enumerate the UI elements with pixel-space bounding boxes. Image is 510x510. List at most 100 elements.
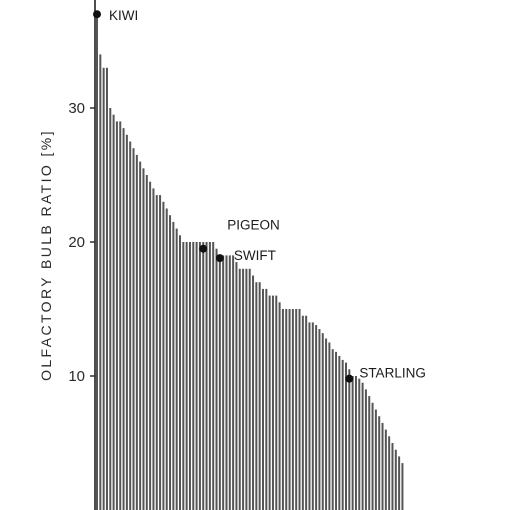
bar xyxy=(265,288,268,510)
bar xyxy=(228,255,231,510)
bar xyxy=(245,268,248,510)
bar xyxy=(215,248,218,510)
annotation-label: KIWI xyxy=(109,8,138,23)
bar xyxy=(255,282,258,510)
bar xyxy=(162,201,165,510)
bar xyxy=(271,295,274,510)
bar xyxy=(109,108,112,510)
bar xyxy=(341,359,344,510)
bar xyxy=(129,141,132,510)
bar xyxy=(122,128,125,510)
bar xyxy=(308,322,311,510)
bar xyxy=(394,449,397,510)
bar xyxy=(192,242,195,510)
bar xyxy=(238,268,241,510)
bar xyxy=(381,422,384,510)
bar xyxy=(291,309,294,510)
bar xyxy=(281,309,284,510)
bar xyxy=(139,161,142,510)
y-tick-label: 20 xyxy=(68,234,85,251)
y-tick-labels: 10 20 30 xyxy=(68,100,95,385)
bar xyxy=(298,309,301,510)
bar xyxy=(295,309,298,510)
bars-group xyxy=(96,14,404,510)
bar xyxy=(398,456,401,510)
bar xyxy=(232,255,235,510)
bar xyxy=(311,322,314,510)
bar xyxy=(182,242,185,510)
bar xyxy=(185,242,188,510)
annotation-label: SWIFT xyxy=(234,248,276,263)
bar xyxy=(159,195,162,510)
bar xyxy=(142,168,145,510)
bar xyxy=(384,429,387,510)
bar xyxy=(328,342,331,510)
bar xyxy=(132,148,135,510)
bar xyxy=(172,221,175,510)
bar xyxy=(388,436,391,510)
bar xyxy=(325,338,328,510)
bar xyxy=(175,228,178,510)
bar xyxy=(338,355,341,510)
bar xyxy=(105,67,108,510)
bar xyxy=(248,268,251,510)
bar xyxy=(364,389,367,510)
bar xyxy=(278,302,281,510)
bar xyxy=(321,333,324,510)
bar xyxy=(125,134,128,510)
bar xyxy=(165,208,168,510)
bar xyxy=(119,121,122,510)
annotation-marker xyxy=(93,10,101,19)
y-tick-label: 30 xyxy=(68,100,85,117)
bar xyxy=(361,382,364,510)
bar xyxy=(169,215,172,510)
bar xyxy=(252,275,255,510)
bar xyxy=(222,255,225,510)
bar xyxy=(205,242,208,510)
bar xyxy=(218,255,221,510)
annotation-marker xyxy=(215,254,224,263)
bar xyxy=(391,443,394,510)
bar xyxy=(268,295,271,510)
bar xyxy=(354,376,357,510)
bar xyxy=(285,309,288,510)
bar xyxy=(202,242,205,510)
bar xyxy=(145,175,148,510)
bar xyxy=(198,242,201,510)
bar xyxy=(225,255,228,510)
bar xyxy=(401,463,404,510)
bar xyxy=(275,295,278,510)
bar xyxy=(374,409,377,510)
bar xyxy=(301,315,304,510)
bar xyxy=(149,181,152,510)
bar xyxy=(305,315,308,510)
bar xyxy=(258,282,261,510)
bar xyxy=(331,349,334,510)
y-tick-label: 10 xyxy=(68,368,85,385)
y-axis-title: OLFACTORY BULB RATIO [%] xyxy=(38,129,54,381)
bar xyxy=(152,188,155,510)
bar xyxy=(358,378,361,510)
bar xyxy=(351,376,354,510)
bar xyxy=(345,362,347,510)
bar xyxy=(155,195,158,510)
bar xyxy=(188,242,191,510)
bar xyxy=(135,154,138,510)
bar xyxy=(208,242,211,510)
annotation-label: PIGEON xyxy=(227,218,280,233)
bar xyxy=(371,402,374,510)
bar xyxy=(179,235,181,510)
bar xyxy=(378,416,381,510)
annotations-group: KIWI PIGEON SWIFT STARLING xyxy=(93,8,426,383)
bar xyxy=(242,268,245,510)
bar xyxy=(96,14,98,510)
bar xyxy=(212,242,215,510)
bar xyxy=(348,369,351,510)
bar xyxy=(112,114,115,510)
bar xyxy=(115,121,118,510)
bar xyxy=(102,67,105,510)
bar xyxy=(318,329,321,510)
bar xyxy=(262,288,264,510)
bar xyxy=(315,325,318,510)
